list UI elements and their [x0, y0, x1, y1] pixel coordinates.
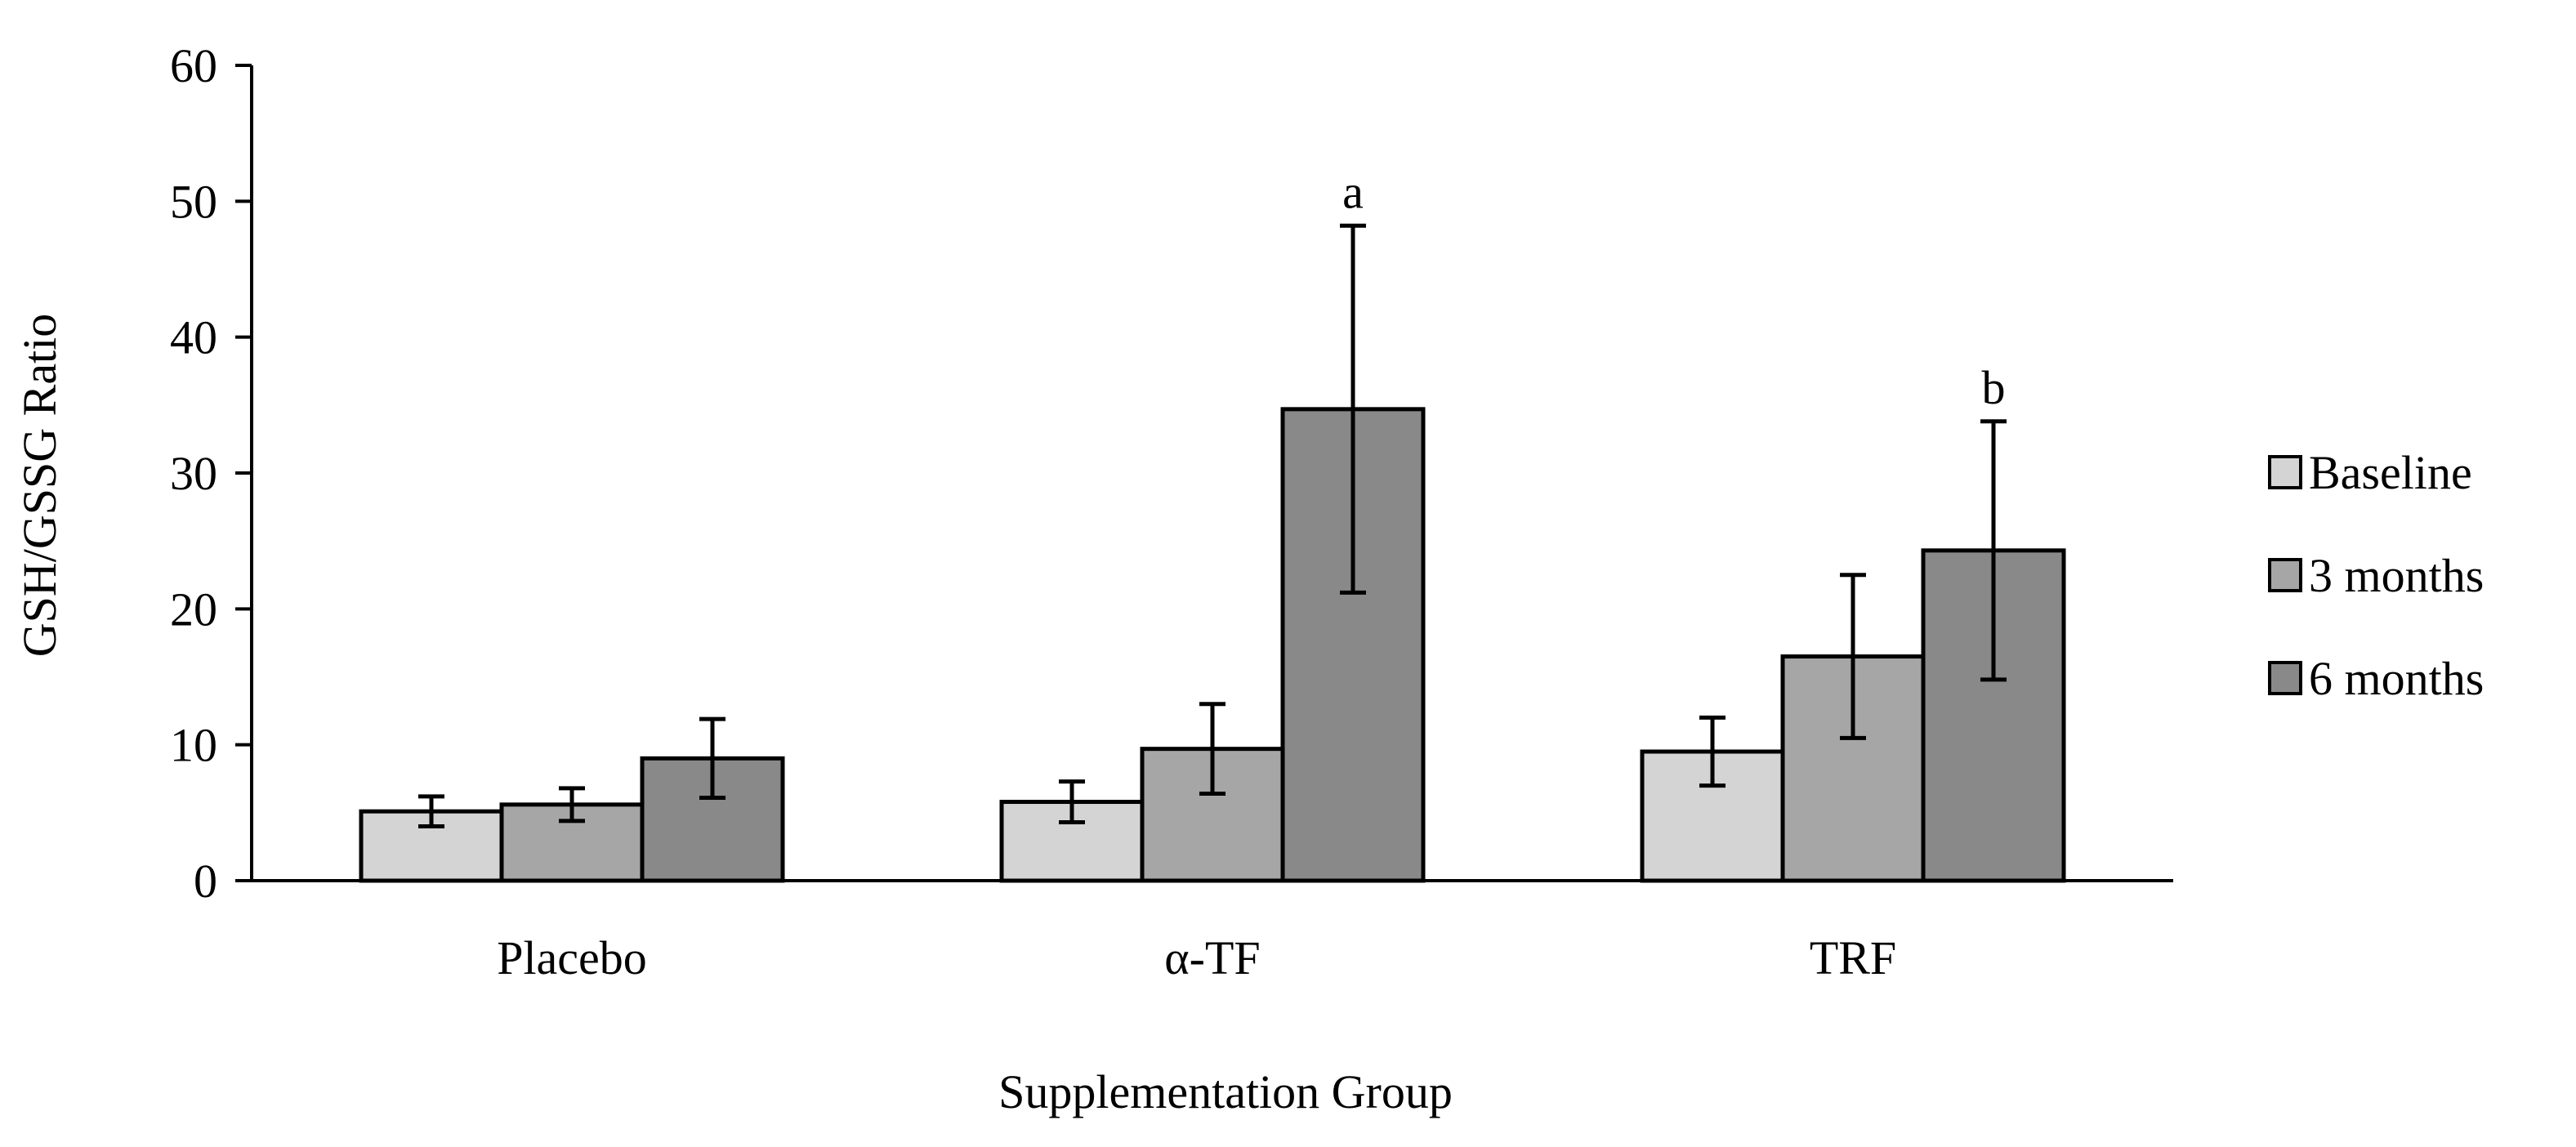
legend: Baseline 3 months 6 months: [2268, 446, 2484, 705]
legend-label: 3 months: [2309, 549, 2484, 602]
bars: ab: [359, 165, 2066, 883]
y-tick-label: 0: [194, 855, 217, 908]
significance-annotation: a: [1342, 165, 1364, 218]
significance-annotation: b: [1982, 361, 2006, 414]
x-tick-label: TRF: [1810, 931, 1896, 984]
y-tick-label: 10: [170, 719, 217, 772]
x-axis-label: Supplementation Group: [998, 1065, 1453, 1118]
y-tick-label: 60: [170, 39, 217, 92]
x-tick-label: Placebo: [497, 931, 647, 984]
y-tick-label: 50: [170, 175, 217, 228]
y-tick-label: 30: [170, 447, 217, 500]
y-tick-label: 20: [170, 582, 217, 636]
legend-swatch: [2268, 455, 2302, 489]
x-tick-label: α-TF: [1164, 931, 1260, 984]
x-axis: Placebo α-TF TRF: [252, 879, 2173, 984]
y-axis: 0 10 20 30 40 50 60: [170, 39, 253, 908]
y-axis-label: GSH/GSSG Ratio: [13, 314, 66, 658]
legend-swatch: [2268, 661, 2302, 695]
legend-label: Baseline: [2309, 446, 2472, 499]
legend-label: 6 months: [2309, 652, 2484, 705]
y-tick-label: 40: [170, 311, 217, 364]
legend-swatch: [2268, 558, 2302, 592]
